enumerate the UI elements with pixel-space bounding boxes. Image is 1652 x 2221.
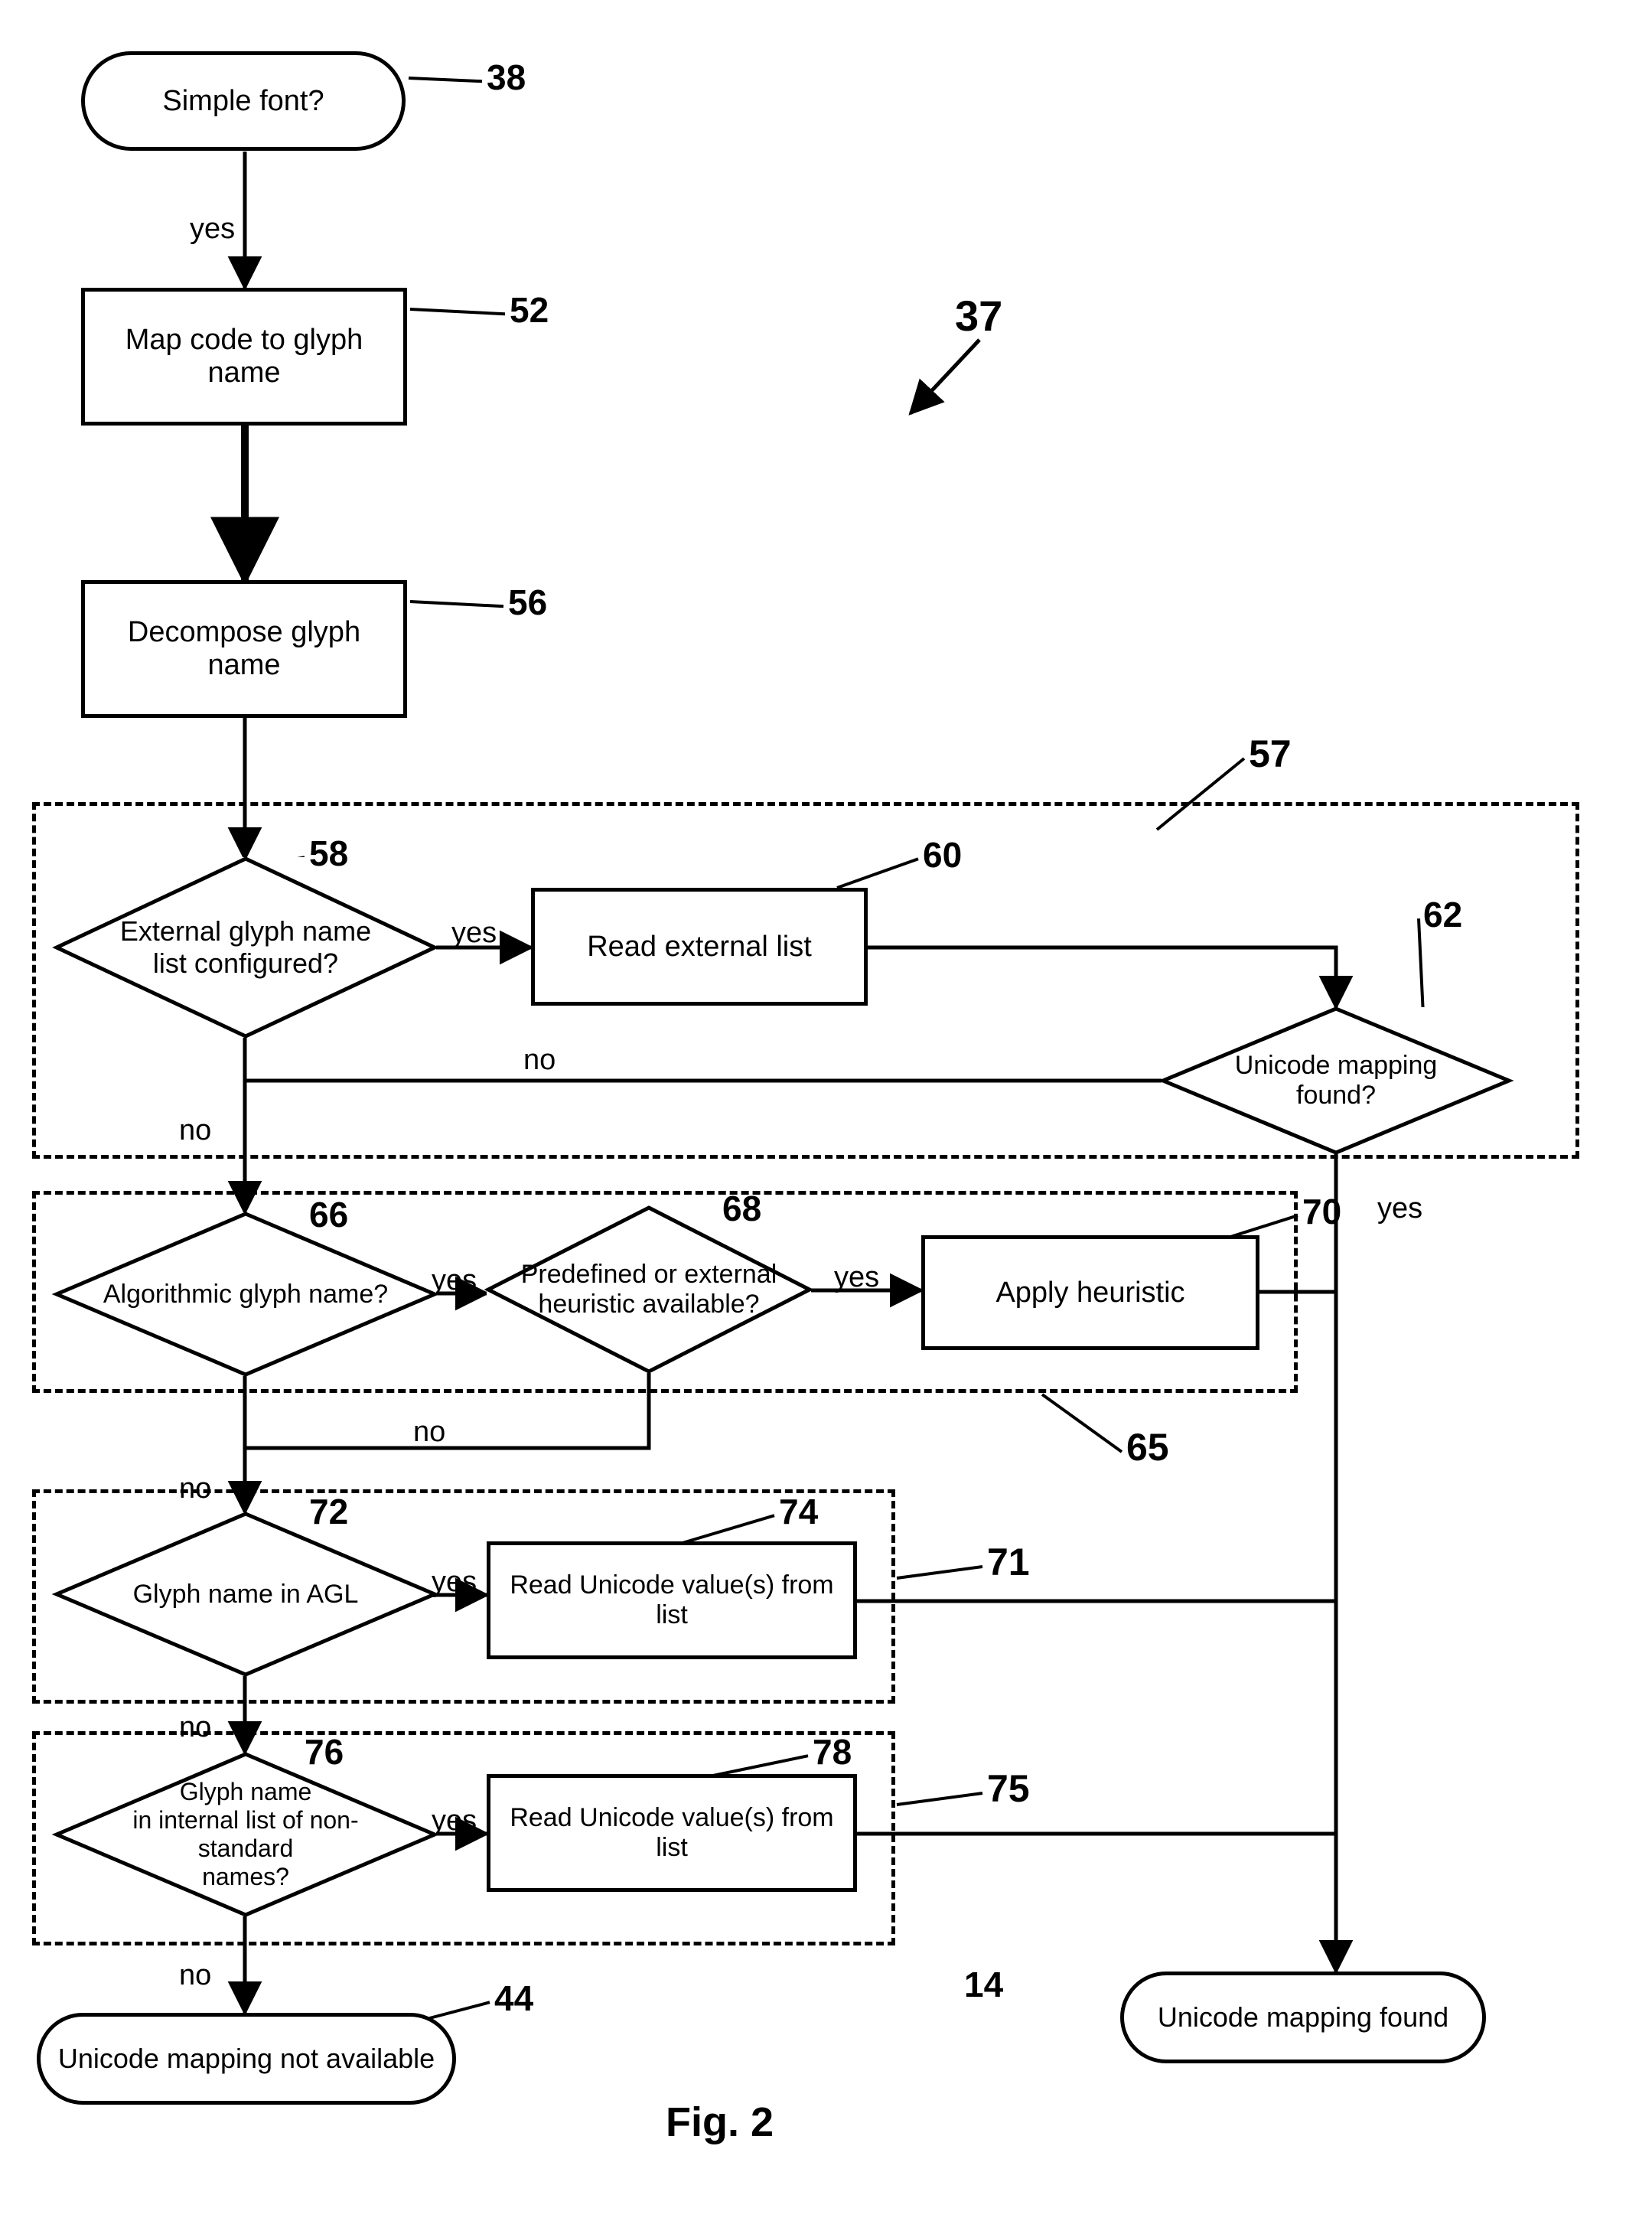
node-heuristic-available: Predefined or external heuristic availab… bbox=[487, 1206, 811, 1373]
n62-label: Unicode mapping found? bbox=[1162, 1007, 1510, 1154]
ref-70: 70 bbox=[1302, 1191, 1341, 1232]
edge-label-e62_no: no bbox=[523, 1044, 556, 1077]
edge-label-e58_no: no bbox=[179, 1114, 211, 1147]
node-algorithmic-glyph: Algorithmic glyph name? bbox=[55, 1212, 436, 1376]
node-read-unicode-internal: Read Unicode value(s) from list bbox=[487, 1774, 857, 1892]
ref-60: 60 bbox=[923, 834, 962, 876]
n38-label: Simple font? bbox=[153, 85, 333, 118]
ref-71: 71 bbox=[987, 1540, 1030, 1584]
node-decompose-glyph: Decompose glyph name bbox=[81, 580, 407, 718]
ref-52: 52 bbox=[510, 289, 549, 331]
flowchart-canvas: Simple font? Map code to glyph name Deco… bbox=[0, 0, 1652, 2221]
n74-label: Read Unicode value(s) from list bbox=[490, 1570, 853, 1630]
ref-68: 68 bbox=[722, 1188, 761, 1229]
node-simple-font: Simple font? bbox=[81, 51, 406, 151]
ref-75: 75 bbox=[987, 1766, 1030, 1811]
n60-label: Read external list bbox=[578, 931, 821, 964]
n58-label: External glyph name list configured? bbox=[55, 857, 436, 1038]
edge-label-e76_44: no bbox=[179, 1959, 211, 1992]
ref-57: 57 bbox=[1249, 732, 1292, 776]
node-mapping-found: Unicode mapping found bbox=[1120, 1972, 1486, 2063]
n56-label: Decompose glyph name bbox=[85, 616, 403, 682]
n44-label: Unicode mapping not available bbox=[49, 2043, 444, 2075]
n70-label: Apply heuristic bbox=[986, 1277, 1194, 1309]
n78-label: Read Unicode value(s) from list bbox=[490, 1803, 853, 1863]
ref-74: 74 bbox=[779, 1491, 818, 1532]
n14-label: Unicode mapping found bbox=[1149, 2001, 1458, 2033]
ref-37: 37 bbox=[955, 291, 1002, 341]
edge-label-e72_74: yes bbox=[432, 1566, 477, 1599]
node-apply-heuristic: Apply heuristic bbox=[921, 1235, 1259, 1350]
n68-label: Predefined or external heuristic availab… bbox=[487, 1206, 811, 1373]
edge-label-e66_72: no bbox=[179, 1473, 211, 1505]
edge-label-e58_60: yes bbox=[451, 917, 497, 950]
n66-label: Algorithmic glyph name? bbox=[55, 1212, 436, 1376]
ref-58: 58 bbox=[309, 833, 348, 874]
node-mapping-not-available: Unicode mapping not available bbox=[37, 2013, 456, 2105]
ref-65: 65 bbox=[1126, 1425, 1169, 1469]
ref-62: 62 bbox=[1423, 894, 1462, 935]
ref-72: 72 bbox=[309, 1491, 348, 1532]
node-read-unicode-agl: Read Unicode value(s) from list bbox=[487, 1541, 857, 1659]
node-unicode-mapping-found: Unicode mapping found? bbox=[1162, 1007, 1510, 1154]
edge-label-e76_78: yes bbox=[432, 1805, 477, 1838]
ref-76: 76 bbox=[305, 1731, 344, 1773]
ref-66: 66 bbox=[309, 1194, 348, 1235]
n76-label: Glyph name in internal list of non-stand… bbox=[55, 1753, 436, 1916]
n72-label: Glyph name in AGL bbox=[55, 1512, 436, 1676]
figure-caption: Fig. 2 bbox=[666, 2099, 774, 2146]
edge-label-e72_76: no bbox=[179, 1711, 211, 1744]
node-glyph-internal-list: Glyph name in internal list of non-stand… bbox=[55, 1753, 436, 1916]
ref-38: 38 bbox=[487, 57, 526, 98]
edge-label-e68_no: no bbox=[413, 1416, 445, 1449]
n52-label: Map code to glyph name bbox=[85, 324, 403, 390]
edge-label-e68_70: yes bbox=[834, 1261, 879, 1294]
edge-label-e62_yes: yes bbox=[1377, 1192, 1422, 1225]
ref-14: 14 bbox=[964, 1964, 1003, 2005]
node-external-glyph-list: External glyph name list configured? bbox=[55, 857, 436, 1038]
edge-label-e66_68: yes bbox=[432, 1264, 477, 1297]
node-read-external-list: Read external list bbox=[531, 888, 868, 1006]
ref-56: 56 bbox=[508, 582, 547, 623]
edge-label-e38_52: yes bbox=[190, 213, 235, 246]
ref-44: 44 bbox=[494, 1978, 533, 2019]
ref-78: 78 bbox=[813, 1731, 852, 1773]
node-map-code: Map code to glyph name bbox=[81, 288, 407, 426]
node-glyph-in-agl: Glyph name in AGL bbox=[55, 1512, 436, 1676]
